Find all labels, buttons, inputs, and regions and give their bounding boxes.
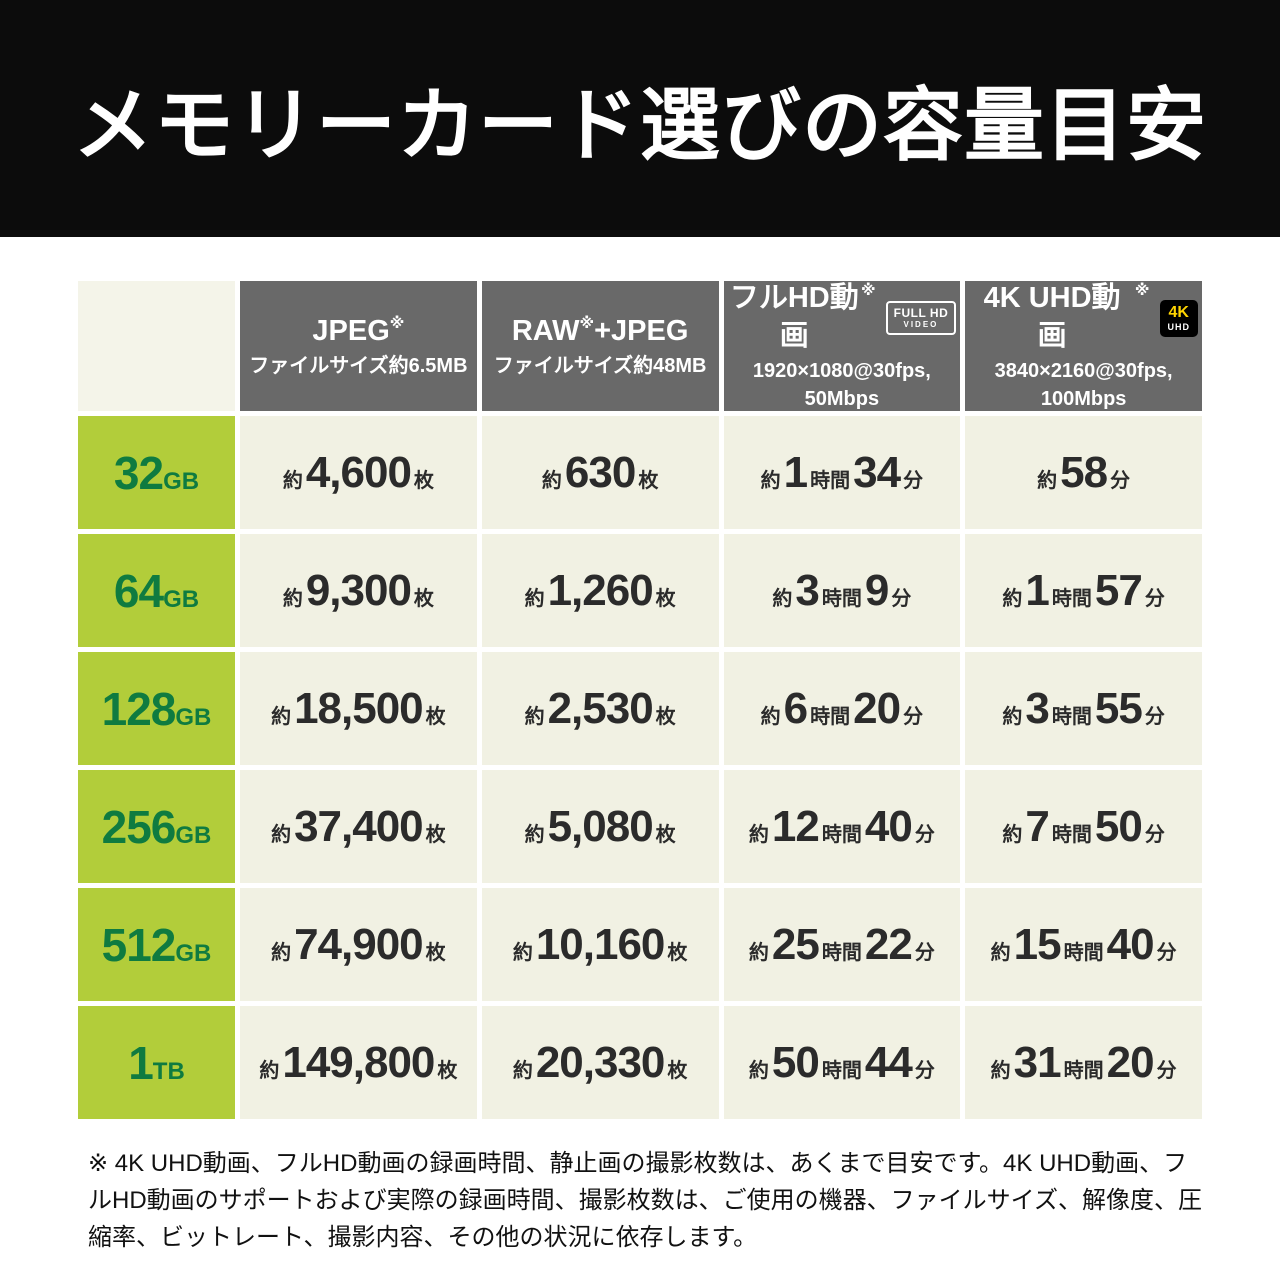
capacity-label: 64GB xyxy=(113,564,200,617)
value-cell: 約1 時間57 分 xyxy=(965,534,1202,647)
column-subtitle: ファイルサイズ約48MB xyxy=(493,354,707,377)
column-subtitle: 100Mbps xyxy=(1040,387,1127,410)
capacity-cell-32gb: 32GB xyxy=(78,416,235,529)
value-text: 約4,600 枚 xyxy=(282,447,434,497)
value-cell: 約4,600 枚 xyxy=(240,416,477,529)
reference-mark: ※ xyxy=(579,315,595,333)
capacity-cell-64gb: 64GB xyxy=(78,534,235,647)
page-title: メモリーカード選びの容量目安 xyxy=(73,80,1207,170)
value-text: 約58 分 xyxy=(1037,447,1131,497)
value-cell: 約12 時間40 分 xyxy=(723,770,961,883)
value-cell: 約74,900 枚 xyxy=(240,888,477,1001)
corner-cell xyxy=(78,281,235,411)
column-title: RAW ※ +JPEG xyxy=(512,313,689,351)
capacity-label: 512GB xyxy=(101,918,212,971)
value-cell: 約2,530 枚 xyxy=(481,652,719,765)
value-cell: 約50 時間44 分 xyxy=(723,1006,961,1119)
value-cell: 約25 時間22 分 xyxy=(723,888,961,1001)
value-text: 約74,900 枚 xyxy=(271,919,446,969)
value-cell: 約9,300 枚 xyxy=(240,534,477,647)
value-text: 約1 時間57 分 xyxy=(1002,565,1165,615)
column-title-text: RAW xyxy=(511,315,580,348)
capacity-label: 32GB xyxy=(113,446,200,499)
value-text: 約18,500 枚 xyxy=(271,683,446,733)
value-text: 約7 時間50 分 xyxy=(1002,801,1165,851)
capacity-cell-1tb: 1TB xyxy=(78,1006,235,1119)
value-text: 約12 時間40 分 xyxy=(748,801,935,851)
column-header-fullhd-video: フルHD動画 ※ FULL HD VIDEO 1920×1080@30fps, 50Mbp… xyxy=(723,280,961,411)
value-cell: 約1 時間34 分 xyxy=(723,416,961,529)
column-title-text: +JPEG xyxy=(594,315,689,348)
value-cell: 約5,080 枚 xyxy=(481,770,719,883)
capacity-cell-256gb: 256GB xyxy=(78,770,235,883)
value-text: 約31 時間20 分 xyxy=(990,1037,1177,1087)
value-cell: 約3 時間9 分 xyxy=(723,534,961,647)
column-header-raw-jpeg: RAW ※ +JPEG ファイルサイズ約48MB xyxy=(481,281,719,411)
value-cell: 約10,160 枚 xyxy=(481,888,719,1001)
value-text: 約20,330 枚 xyxy=(512,1037,688,1087)
value-text: 約2,530 枚 xyxy=(524,683,676,733)
column-title: フルHD動画 ※ FULL HD VIDEO xyxy=(728,280,957,355)
value-text: 約6 時間20 分 xyxy=(760,683,924,733)
column-title-text: フルHD動画 xyxy=(729,282,859,352)
value-text: 約3 時間55 分 xyxy=(1002,683,1165,733)
value-text: 約5,080 枚 xyxy=(524,801,676,851)
column-subtitle: ファイルサイズ約6.5MB xyxy=(249,354,468,377)
capacity-label: 128GB xyxy=(101,682,212,735)
fullhd-video-badge-icon: FULL HD VIDEO xyxy=(885,301,957,335)
capacity-label: 256GB xyxy=(101,800,212,853)
value-cell: 約20,330 枚 xyxy=(481,1006,719,1119)
value-cell: 約3 時間55 分 xyxy=(965,652,1202,765)
value-cell: 約37,400 枚 xyxy=(240,770,477,883)
value-text: 約9,300 枚 xyxy=(282,565,434,615)
column-title: JPEG ※ xyxy=(312,313,404,351)
reference-mark: ※ xyxy=(1134,282,1150,300)
value-text: 約37,400 枚 xyxy=(271,801,446,851)
value-cell: 約6 時間20 分 xyxy=(723,652,961,765)
value-text: 約10,160 枚 xyxy=(512,919,688,969)
value-text: 約1,260 枚 xyxy=(524,565,676,615)
value-cell: 約31 時間20 分 xyxy=(965,1006,1202,1119)
value-text: 約25 時間22 分 xyxy=(748,919,935,969)
value-cell: 約7 時間50 分 xyxy=(965,770,1202,883)
capacity-table: JPEG ※ ファイルサイズ約6.5MB RAW ※ +JPEG ファイルサイズ約48MB フ… xyxy=(78,281,1202,1119)
value-cell: 約630 枚 xyxy=(481,416,719,529)
value-text: 約1 時間34 分 xyxy=(760,447,924,497)
capacity-cell-128gb: 128GB xyxy=(78,652,235,765)
column-title-text: JPEG xyxy=(312,315,390,348)
capacity-cell-512gb: 512GB xyxy=(78,888,235,1001)
4k-uhd-video-badge-icon: 4K UHD xyxy=(1159,299,1198,337)
value-cell: 約18,500 枚 xyxy=(240,652,477,765)
value-text: 約630 枚 xyxy=(541,447,659,497)
capacity-label: 1TB xyxy=(128,1036,185,1089)
value-text: 約15 時間40 分 xyxy=(990,919,1177,969)
column-subtitle: 1920×1080@30fps, xyxy=(752,359,931,382)
value-text: 約50 時間44 分 xyxy=(748,1037,935,1087)
column-subtitle: 50Mbps xyxy=(804,387,880,410)
value-text: 約3 時間9 分 xyxy=(772,565,912,615)
column-header-jpeg: JPEG ※ ファイルサイズ約6.5MB xyxy=(240,281,477,411)
reference-mark: ※ xyxy=(389,315,405,333)
column-header-4k-uhd-video: 4K UHD動画 ※ 4K UHD 3840×2160@30fps, 100Mbps xyxy=(965,281,1202,411)
column-title-text: 4K UHD動画 xyxy=(983,282,1121,352)
column-title: 4K UHD動画 ※ 4K UHD xyxy=(969,280,1198,355)
value-cell: 約1,260 枚 xyxy=(481,534,719,647)
title-banner: メモリーカード選びの容量目安 xyxy=(0,0,1280,237)
value-cell: 約149,800 枚 xyxy=(240,1006,477,1119)
value-cell: 約15 時間40 分 xyxy=(965,888,1202,1001)
footnote: ※ 4K UHD動画、フルHD動画の録画時間、静止画の撮影枚数は、あくまで目安で… xyxy=(88,1150,1202,1252)
value-text: 約149,800 枚 xyxy=(259,1037,458,1087)
value-cell: 約58 分 xyxy=(965,416,1202,529)
column-subtitle: 3840×2160@30fps, xyxy=(994,359,1173,382)
reference-mark: ※ xyxy=(861,282,876,300)
